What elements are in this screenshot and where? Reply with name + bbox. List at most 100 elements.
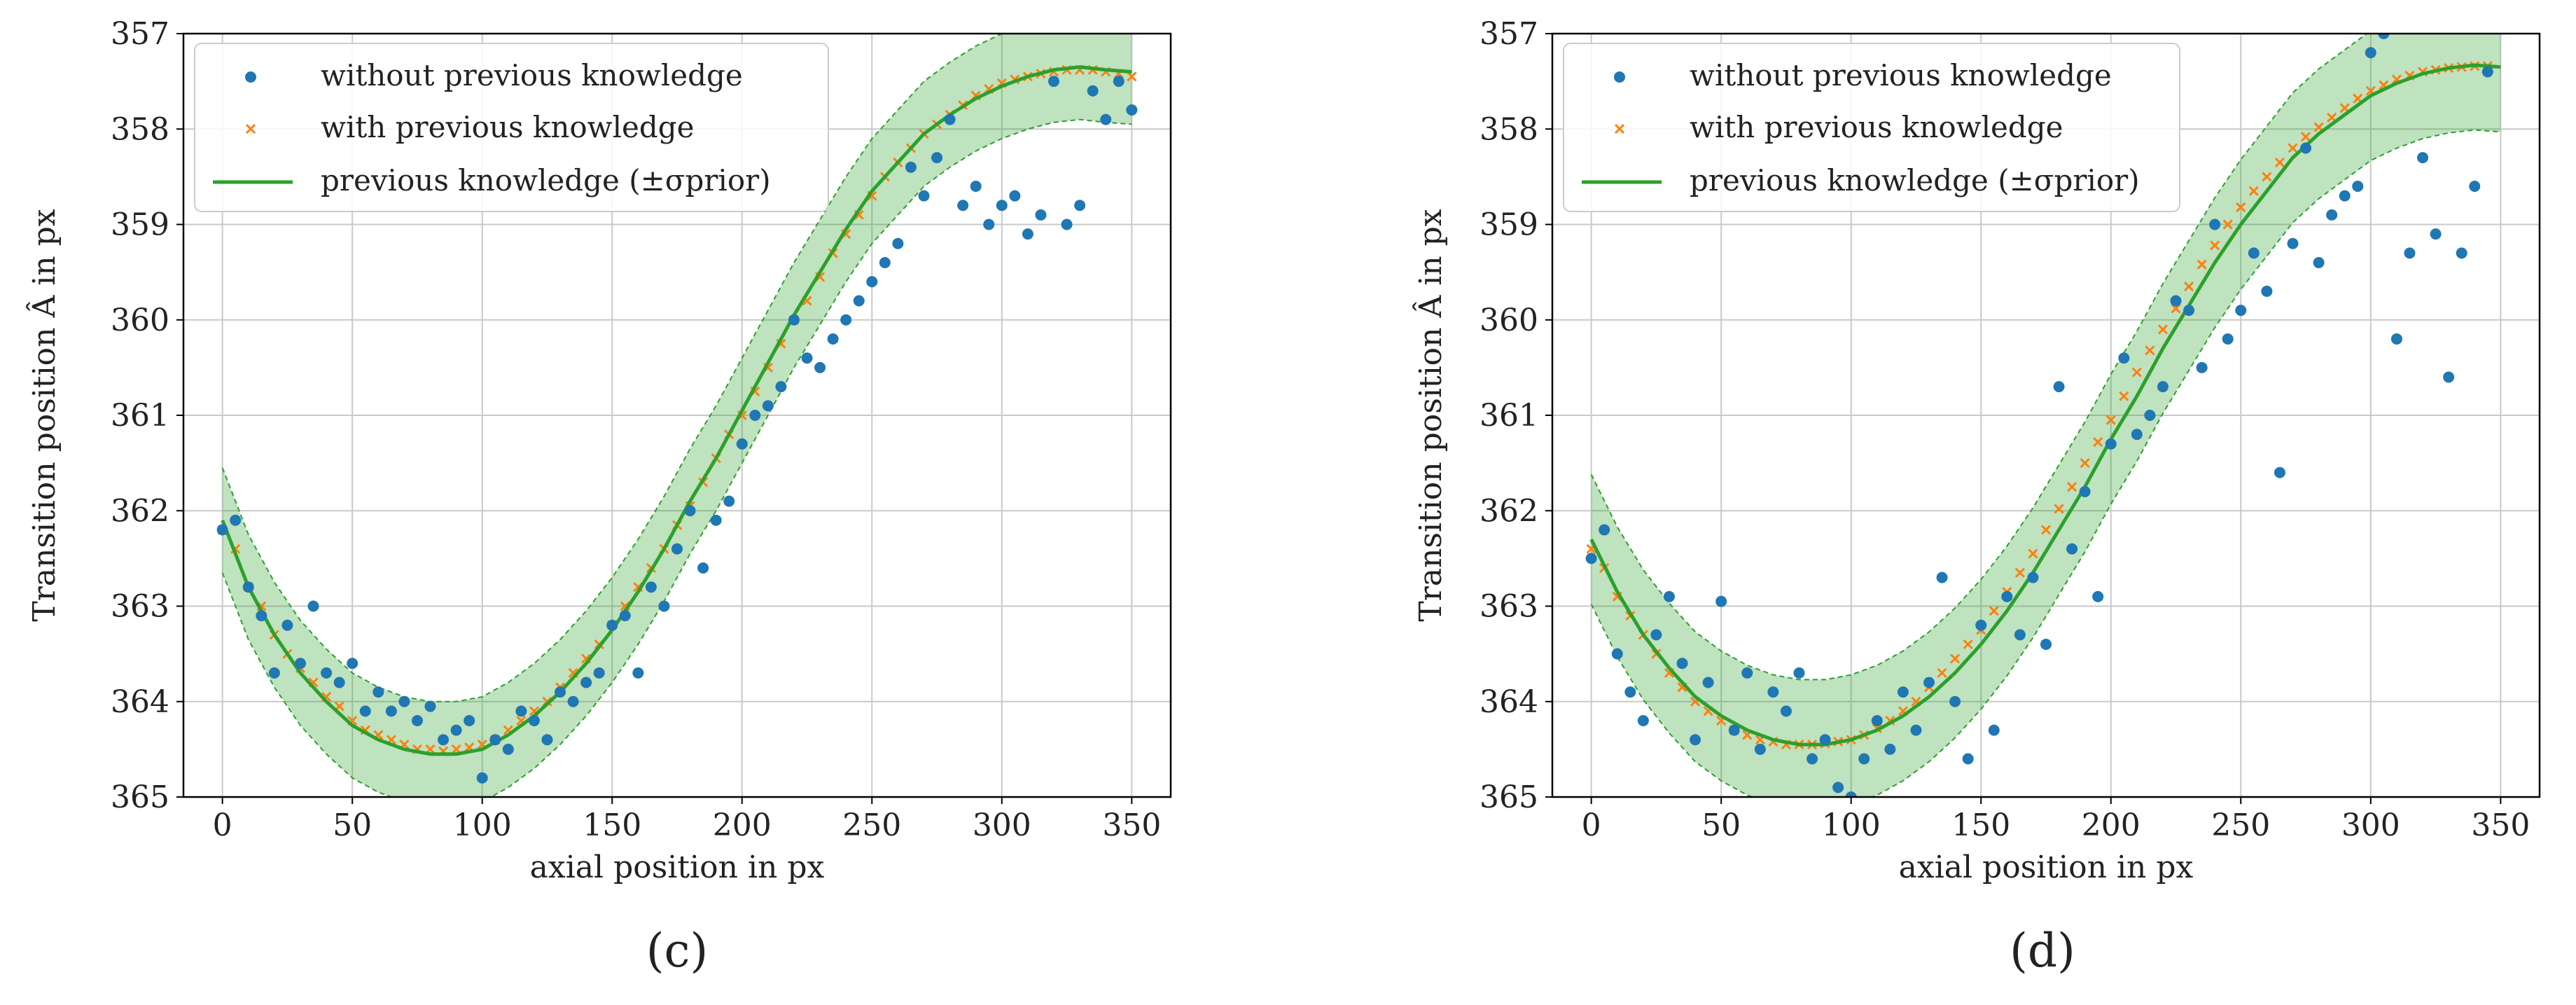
with-prior-point	[2274, 157, 2285, 167]
x-marker-stroke	[2157, 324, 2168, 335]
without-prior-point	[918, 190, 930, 202]
without-prior-point	[827, 333, 839, 345]
legend-box	[1563, 43, 2180, 212]
x-marker-stroke	[2236, 202, 2246, 213]
without-prior-point	[333, 677, 345, 688]
with-prior-point	[2054, 504, 2064, 514]
x-marker-stroke	[581, 653, 592, 664]
with-prior-point	[1127, 71, 1137, 82]
without-prior-point	[2027, 571, 2039, 583]
x-marker-stroke	[2105, 415, 2116, 425]
without-prior-point	[905, 161, 917, 173]
y-tick-label: 360	[1480, 303, 1538, 338]
without-prior-point	[957, 200, 969, 212]
x-tick-label: 150	[583, 808, 641, 843]
with-prior-point	[2105, 415, 2116, 425]
x-marker-stroke	[2119, 391, 2129, 401]
without-prior-point	[359, 705, 371, 717]
x-marker-stroke	[2028, 548, 2038, 559]
without-prior-point	[2456, 247, 2467, 259]
without-prior-point	[385, 705, 397, 717]
without-prior-point	[762, 400, 774, 412]
with-prior-point	[1989, 606, 1999, 616]
without-prior-point	[2235, 305, 2247, 317]
y-tick-label: 358	[111, 111, 169, 147]
without-prior-point	[671, 543, 683, 555]
with-prior-point	[1950, 653, 1961, 664]
with-prior-point	[2196, 259, 2207, 270]
x-tick-label: 150	[1951, 808, 2010, 843]
without-prior-point	[1858, 753, 1870, 765]
without-prior-point	[2105, 438, 2117, 450]
prior-band-lower-edge	[1590, 129, 2501, 797]
without-prior-point	[464, 715, 475, 726]
without-prior-point	[1923, 677, 1935, 688]
x-marker-stroke	[2313, 122, 2324, 132]
without-prior-point	[2053, 381, 2065, 393]
without-prior-point	[1988, 724, 2000, 736]
plot-area	[1585, 34, 2501, 797]
y-tick-label: 361	[111, 398, 169, 434]
without-prior-point	[1910, 724, 1922, 736]
without-prior-point	[2118, 352, 2130, 364]
x-tick-label: 200	[2082, 808, 2140, 843]
without-prior-point	[1585, 553, 1597, 564]
without-prior-point	[2313, 257, 2325, 268]
y-axis-label: Transition position Â in px	[1412, 209, 1449, 621]
without-prior-point	[2469, 181, 2481, 192]
x-axis-label: axial position in px	[530, 850, 825, 885]
without-prior-point	[931, 152, 943, 164]
without-prior-point	[1048, 76, 1060, 88]
without-prior-point	[555, 686, 566, 698]
x-marker-stroke	[1950, 653, 1961, 664]
x-marker-stroke	[1911, 696, 1921, 707]
without-prior-point	[2079, 486, 2091, 497]
without-prior-point	[450, 724, 462, 736]
without-prior-point	[411, 715, 423, 726]
without-prior-point	[1741, 667, 1753, 679]
without-prior-point	[645, 581, 657, 593]
x-marker-stroke	[2040, 525, 2052, 535]
without-prior-point	[2300, 142, 2312, 154]
without-prior-point	[1780, 705, 1792, 717]
without-prior-point	[749, 410, 761, 421]
without-prior-point	[541, 734, 553, 746]
without-prior-point	[424, 700, 436, 712]
without-prior-point	[1690, 734, 1701, 746]
without-prior-point	[814, 361, 826, 373]
without-prior-point	[281, 619, 293, 631]
without-prior-point	[2274, 466, 2285, 478]
x-marker-stroke	[867, 190, 877, 201]
panel-label: (d)	[2010, 924, 2075, 978]
without-prior-point	[619, 610, 631, 622]
without-prior-point	[2481, 66, 2493, 78]
without-prior-point	[1676, 658, 1688, 670]
legend-label-prior: previous knowledge (±σprior)	[321, 163, 771, 197]
with-prior-point	[2184, 282, 2194, 292]
without-prior-point	[268, 667, 280, 679]
without-prior-point	[2443, 371, 2455, 383]
x-marker-stroke	[2196, 259, 2207, 270]
with-prior-point	[2131, 367, 2142, 377]
with-prior-point	[2145, 345, 2155, 356]
prior-curve	[221, 65, 1132, 756]
legend-x-marker	[1614, 123, 1625, 134]
without-prior-point	[2326, 209, 2338, 221]
x-tick-label: 0	[1582, 808, 1601, 843]
without-prior-point	[944, 113, 956, 125]
without-prior-point	[1126, 104, 1138, 116]
without-prior-point	[2365, 47, 2376, 59]
without-prior-point	[1599, 524, 1610, 536]
legend-label-prior: previous knowledge (±σprior)	[1690, 163, 2140, 197]
with-prior-point	[2288, 143, 2298, 153]
without-prior-point	[1113, 76, 1125, 88]
chart-panel-c: 0 50 100 150 200 250 300 350 357 358 359 360 361 362 3…	[25, 16, 1172, 978]
x-marker-stroke	[2145, 345, 2155, 356]
without-prior-point	[2183, 305, 2195, 317]
without-prior-point	[528, 715, 540, 726]
x-tick-label: 350	[1102, 808, 1161, 843]
x-marker-stroke	[802, 296, 812, 306]
x-marker-stroke	[1127, 71, 1137, 82]
without-prior-point	[216, 524, 228, 536]
without-prior-point	[1871, 715, 1883, 726]
